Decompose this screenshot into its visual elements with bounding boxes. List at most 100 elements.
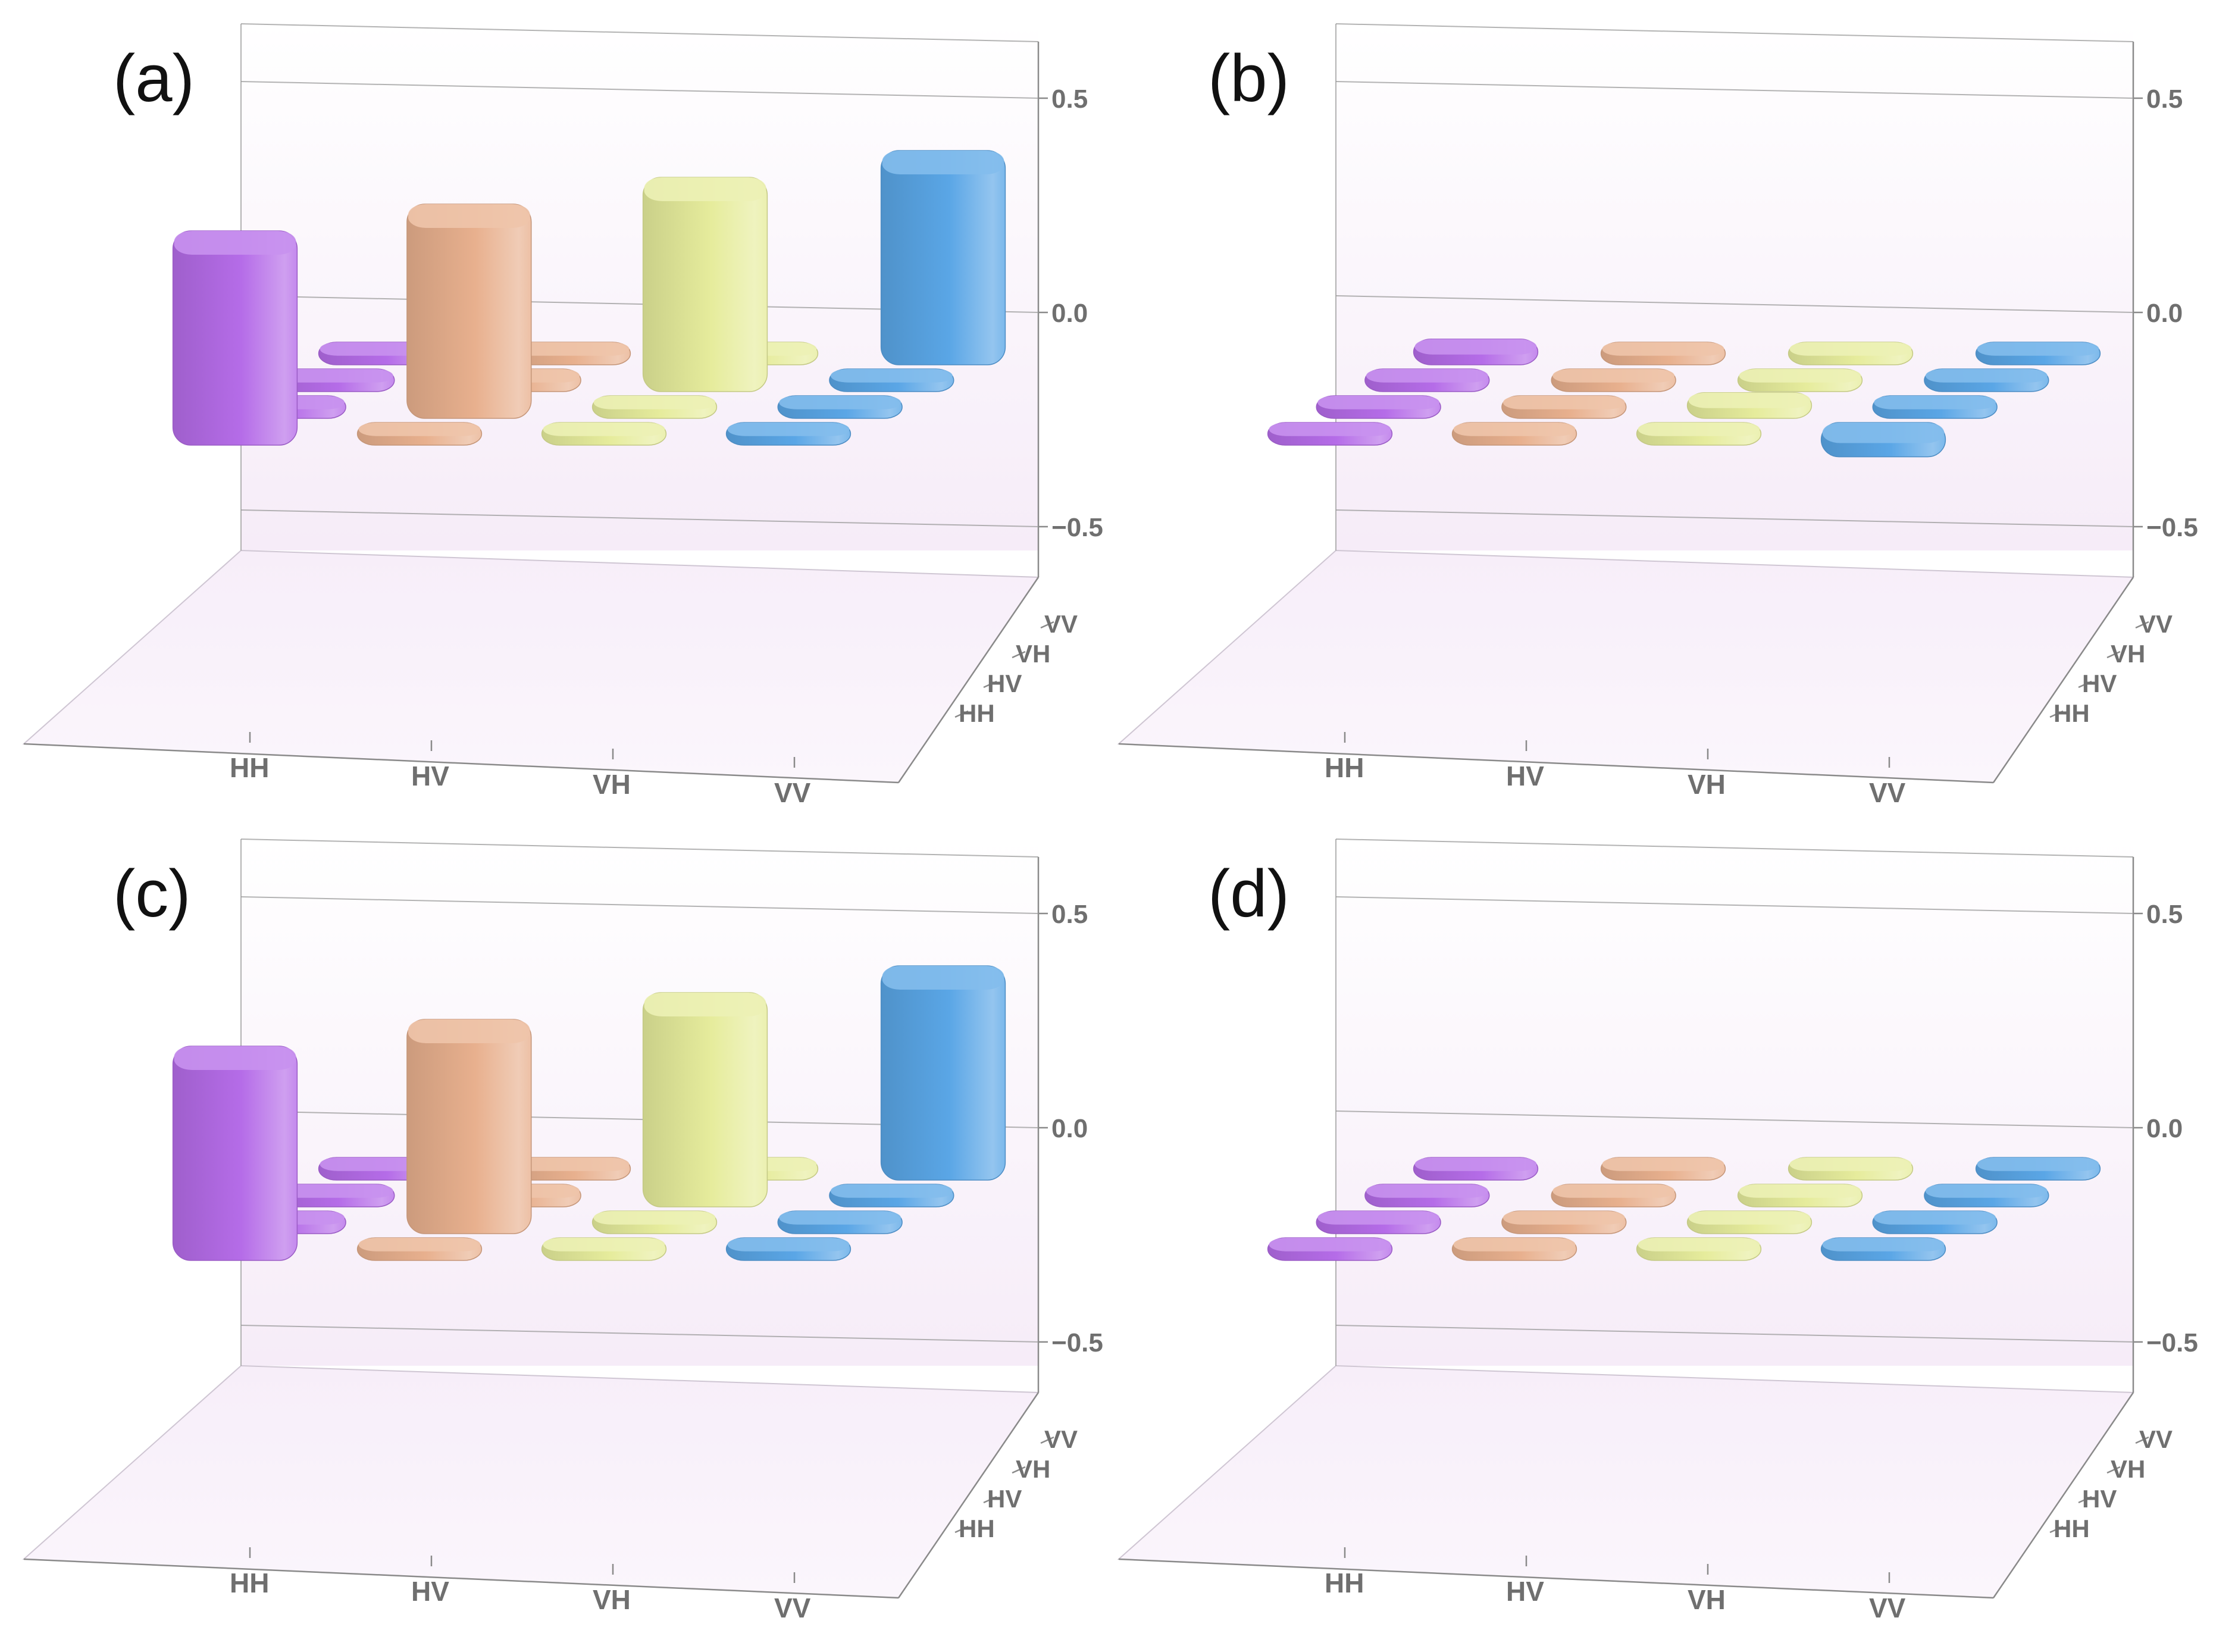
bar-HH-VV <box>725 1237 852 1261</box>
bar-top <box>882 966 1004 990</box>
y-tick-label: HH <box>959 699 995 727</box>
bar-side <box>642 177 768 392</box>
z-tick-label: −0.5 <box>2146 513 2198 542</box>
bar-top <box>1789 342 1912 356</box>
bar-top <box>1317 1211 1440 1225</box>
y-tick-mark <box>1040 621 1054 629</box>
bar-HV-VH <box>1686 1210 1813 1234</box>
x-tick-label: HV <box>411 1576 449 1607</box>
y-tick-label: VV <box>1044 1425 1078 1453</box>
bar-HV-VH <box>1686 392 1813 419</box>
y-tick-label: VV <box>2139 1425 2173 1453</box>
bar-VH-VV <box>1924 368 2049 392</box>
bar-VV-VH <box>1788 1157 1914 1181</box>
bar-top <box>271 369 393 383</box>
bar-VH-HH <box>1364 1184 1490 1207</box>
bar-side <box>880 150 1006 365</box>
x-tick-label: VV <box>1869 777 1906 808</box>
x-tick-label: HH <box>230 1567 269 1598</box>
bar-VH-HH <box>270 1184 395 1207</box>
y-tick-mark <box>2106 650 2121 659</box>
bar-top <box>408 1019 530 1043</box>
y-tick-label: HH <box>2054 1515 2090 1543</box>
z-tick-label: −0.5 <box>1051 1328 1103 1357</box>
z-gridline <box>1335 896 2134 914</box>
z-tick-label: 0.0 <box>2146 1114 2183 1143</box>
bar-top <box>644 177 766 201</box>
bar-VH-VV <box>829 1184 954 1207</box>
bar-top <box>1739 369 1861 383</box>
bar-top <box>779 1211 901 1225</box>
bar-HH-VH <box>541 422 667 446</box>
bar-top <box>1502 396 1625 409</box>
x-tick-label: HV <box>1506 761 1544 791</box>
bar-top <box>358 1238 481 1251</box>
bar-side <box>172 1046 298 1261</box>
bar-top <box>1602 342 1724 356</box>
bar-HH-VV <box>1820 1237 1946 1261</box>
bar-HV-HH <box>1316 1210 1441 1234</box>
y-tick-mark <box>954 710 969 718</box>
bar-HH-HH <box>1267 422 1393 446</box>
bar-top <box>174 1046 296 1070</box>
bar-VH-VH <box>642 177 768 392</box>
wall-top-edge <box>1335 838 2134 858</box>
bar-top <box>1789 1157 1912 1171</box>
bar-HH-VV <box>1820 422 1946 458</box>
z-tick-label: 0.5 <box>1051 85 1088 114</box>
bar-HV-HH <box>1316 395 1441 419</box>
x-tick-label: VH <box>593 1584 631 1615</box>
bar-HV-HV <box>1501 395 1627 419</box>
bar-VH-VV <box>829 368 954 392</box>
z-gridline <box>1335 295 2134 313</box>
panel-label: (c) <box>113 856 191 931</box>
floor-plane <box>1117 1365 2134 1599</box>
z-gridline <box>240 509 1039 527</box>
bar-top <box>779 396 901 409</box>
x-tick-label: VH <box>1688 769 1726 800</box>
y-tick-label: VV <box>1044 610 1078 638</box>
y-axis-line <box>897 1392 1040 1598</box>
bar-VV-HH <box>1413 339 1539 365</box>
bar-top <box>1822 423 1945 443</box>
z-tick-label: 0.0 <box>2146 299 2183 328</box>
z-tick-label: −0.5 <box>2146 1328 2198 1357</box>
bar-HV-VV <box>777 395 903 419</box>
z-gridline <box>1335 1110 2134 1128</box>
y-tick-label: HV <box>987 1485 1022 1513</box>
bar-top <box>1925 1184 2048 1198</box>
bar-top <box>1638 423 1760 436</box>
z-tick-label: −0.5 <box>1051 513 1103 542</box>
y-tick-mark <box>954 1525 969 1534</box>
bar-HH-VH <box>541 1237 667 1261</box>
bar-top <box>1366 1184 1488 1198</box>
y-tick-mark <box>2049 1525 2064 1534</box>
bar-VV-VV <box>1975 1157 2101 1181</box>
bar-side <box>172 230 298 446</box>
bar-top <box>1552 369 1675 383</box>
z-tick-label: 0.5 <box>2146 85 2183 114</box>
bar-top <box>543 1238 665 1251</box>
bar-top <box>1366 369 1488 383</box>
x-tick-label: VH <box>593 769 631 800</box>
floor-plane <box>22 549 1040 784</box>
y-tick-label: VH <box>1016 1455 1050 1483</box>
y-tick-label: HV <box>2082 1485 2117 1513</box>
bar-top <box>644 993 766 1016</box>
bar-top <box>830 369 953 383</box>
bar-top <box>174 231 296 255</box>
z-tick-label: 0.5 <box>2146 900 2183 929</box>
bar-side <box>880 965 1006 1181</box>
x-tick-label: HV <box>411 761 449 791</box>
bar-VH-VH <box>1737 368 1863 392</box>
bar-top <box>1874 1211 1996 1225</box>
z-tick-label: 0.5 <box>1051 900 1088 929</box>
y-tick-mark <box>983 1495 997 1504</box>
panel-label: (a) <box>113 41 195 115</box>
y-tick-mark <box>1012 1466 1026 1474</box>
bar-top <box>1977 1157 2099 1171</box>
bar-HH-HV <box>356 1237 483 1261</box>
bar-VV-VH <box>1788 342 1914 365</box>
